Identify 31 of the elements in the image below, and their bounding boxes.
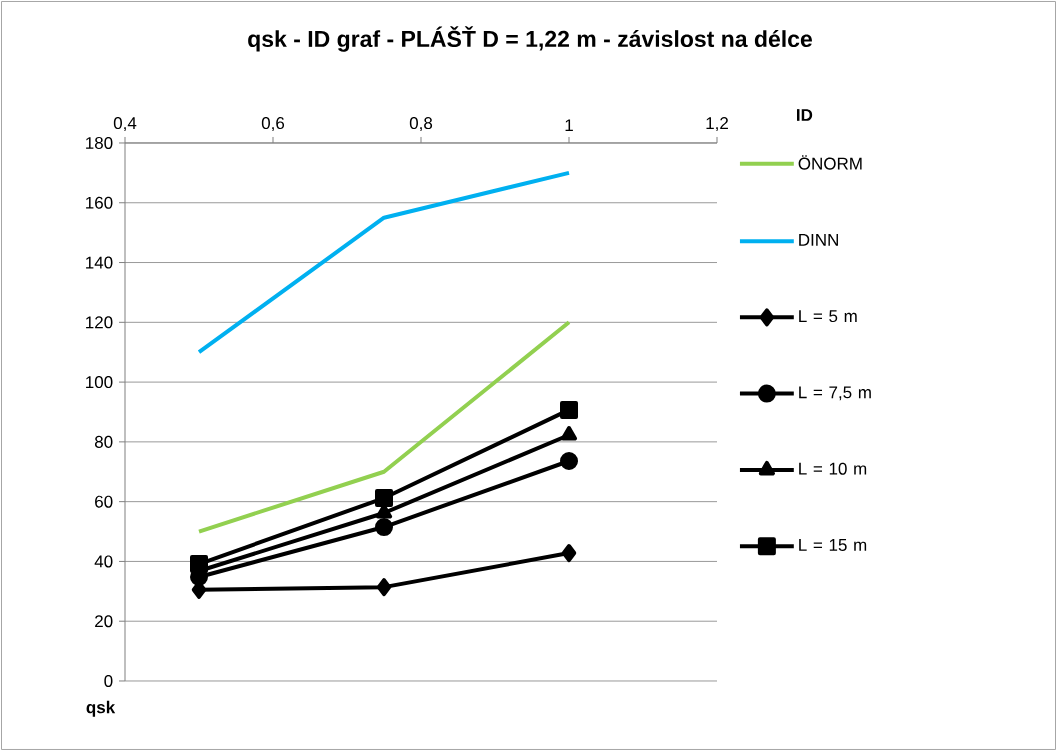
y-tick-label: 0 [104,674,113,688]
point [375,489,394,508]
x-tick-label: 1 [565,119,573,132]
legend-label: ÖNORM [798,155,862,170]
y-tick-label: 100 [86,376,113,389]
y-tick-label: 40 [94,555,113,568]
point [375,518,394,537]
x-tick-label: 0,4 [113,117,137,132]
legend-label: L = 5 m [799,310,857,323]
point [376,578,392,597]
x-tick-label: 1,2 [706,117,728,132]
legend-label: L = 7,5 m [799,386,871,401]
chart-title: qsk - ID graf - PLÁŠŤ D = 1,22 m - závislost na délce [248,26,812,52]
point [560,452,579,470]
y-tick-label: 20 [95,615,113,628]
y-tick-label: 180 [86,136,113,150]
x-axis-title: qsk [86,700,116,717]
legend-title: ID [797,109,813,121]
y-tick-label: 60 [95,495,113,508]
y-tick-label: 80 [94,435,113,448]
point [560,400,579,419]
x-tick-label: 0,6 [261,117,285,132]
y-tick-label: 160 [86,196,113,209]
point [561,544,577,563]
legend-label: L = 15 m [799,539,867,551]
legend-label: DINN [799,234,838,246]
x-tick-label: 0,8 [409,117,433,132]
y-tick-label: 120 [86,316,113,329]
y-tick-label: 140 [86,256,113,269]
point [190,555,209,574]
legend-label: L = 10 m [799,462,867,475]
